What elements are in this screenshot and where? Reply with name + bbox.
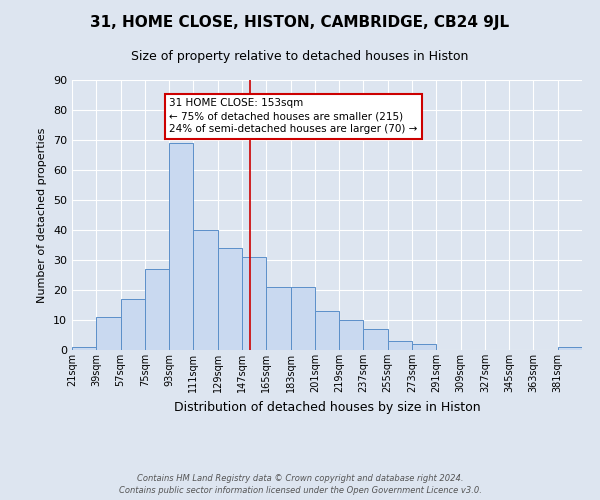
Bar — [558, 347, 582, 350]
Bar — [266, 287, 290, 350]
X-axis label: Distribution of detached houses by size in Histon: Distribution of detached houses by size … — [173, 400, 481, 413]
Bar — [193, 230, 218, 350]
Bar — [315, 311, 339, 350]
Bar — [169, 143, 193, 350]
Bar — [412, 344, 436, 350]
Bar — [290, 287, 315, 350]
Text: Size of property relative to detached houses in Histon: Size of property relative to detached ho… — [131, 50, 469, 63]
Bar — [364, 329, 388, 350]
Bar — [388, 341, 412, 350]
Text: 31 HOME CLOSE: 153sqm
← 75% of detached houses are smaller (215)
24% of semi-det: 31 HOME CLOSE: 153sqm ← 75% of detached … — [169, 98, 418, 134]
Bar — [242, 257, 266, 350]
Bar — [72, 347, 96, 350]
Text: Contains HM Land Registry data © Crown copyright and database right 2024.
Contai: Contains HM Land Registry data © Crown c… — [119, 474, 481, 495]
Bar — [121, 299, 145, 350]
Bar — [96, 317, 121, 350]
Bar — [145, 269, 169, 350]
Y-axis label: Number of detached properties: Number of detached properties — [37, 128, 47, 302]
Bar — [218, 248, 242, 350]
Bar — [339, 320, 364, 350]
Text: 31, HOME CLOSE, HISTON, CAMBRIDGE, CB24 9JL: 31, HOME CLOSE, HISTON, CAMBRIDGE, CB24 … — [91, 15, 509, 30]
